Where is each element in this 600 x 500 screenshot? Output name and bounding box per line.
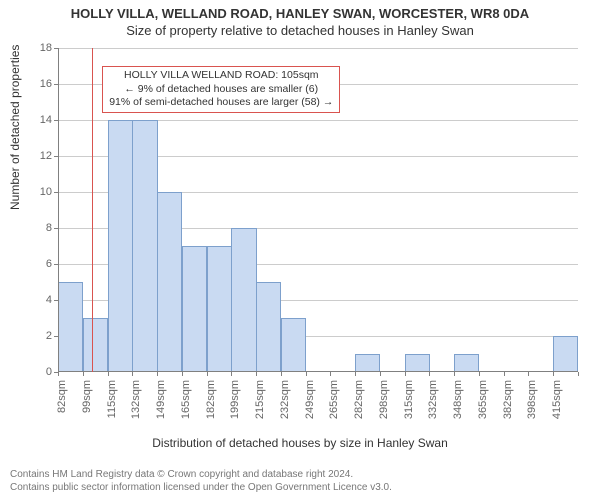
xtick-label: 415sqm [551, 380, 563, 419]
xtick-label: 282sqm [353, 380, 365, 419]
title-sub: Size of property relative to detached ho… [0, 23, 600, 38]
xtick-mark [479, 372, 480, 376]
histogram-bar [207, 246, 232, 372]
y-axis-label: Number of detached properties [8, 45, 22, 210]
xtick-mark [58, 372, 59, 376]
xtick-mark [306, 372, 307, 376]
xtick-mark [207, 372, 208, 376]
xtick-label: 398sqm [526, 380, 538, 419]
xtick-mark [182, 372, 183, 376]
xtick-mark [429, 372, 430, 376]
credits: Contains HM Land Registry data © Crown c… [10, 468, 392, 494]
xtick-mark [281, 372, 282, 376]
xtick-mark [108, 372, 109, 376]
xtick-label: 315sqm [403, 380, 415, 419]
histogram-bar [281, 318, 306, 372]
xtick-mark [132, 372, 133, 376]
xtick-mark [355, 372, 356, 376]
annotation-line3: 91% of semi-detached houses are larger (… [109, 96, 333, 110]
ytick-label: 16 [28, 78, 52, 90]
histogram-bar [58, 282, 83, 372]
xtick-label: 365sqm [477, 380, 489, 419]
title-main: HOLLY VILLA, WELLAND ROAD, HANLEY SWAN, … [0, 0, 600, 21]
histogram-bar [256, 282, 281, 372]
ytick-label: 8 [28, 222, 52, 234]
xtick-label: 99sqm [81, 380, 93, 413]
xtick-label: 265sqm [328, 380, 340, 419]
histogram-bar [405, 354, 430, 372]
xtick-label: 199sqm [229, 380, 241, 419]
histogram-bar [553, 336, 578, 372]
xtick-mark [157, 372, 158, 376]
y-axis-line [58, 48, 59, 372]
histogram-bar [83, 318, 108, 372]
xtick-mark [528, 372, 529, 376]
xtick-label: 215sqm [254, 380, 266, 419]
xtick-label: 149sqm [155, 380, 167, 419]
x-axis-line [58, 371, 578, 372]
xtick-label: 165sqm [180, 380, 192, 419]
grid-line [58, 48, 578, 49]
xtick-label: 249sqm [304, 380, 316, 419]
ytick-label: 14 [28, 114, 52, 126]
xtick-label: 182sqm [205, 380, 217, 419]
chart-container: HOLLY VILLA, WELLAND ROAD, HANLEY SWAN, … [0, 0, 600, 500]
histogram-bar [355, 354, 380, 372]
ytick-label: 2 [28, 330, 52, 342]
ytick-label: 18 [28, 42, 52, 54]
xtick-mark [454, 372, 455, 376]
credits-line2: Contains public sector information licen… [10, 481, 392, 494]
ytick-label: 12 [28, 150, 52, 162]
histogram-bar [108, 120, 133, 372]
xtick-label: 132sqm [130, 380, 142, 419]
credits-line1: Contains HM Land Registry data © Crown c… [10, 468, 392, 481]
ytick-label: 0 [28, 366, 52, 378]
histogram-bar [182, 246, 207, 372]
xtick-mark [380, 372, 381, 376]
x-axis-label: Distribution of detached houses by size … [0, 436, 600, 450]
histogram-bar [132, 120, 157, 372]
histogram-bar [231, 228, 256, 372]
plot-area: HOLLY VILLA WELLAND ROAD: 105sqm ← 9% of… [58, 48, 578, 372]
xtick-label: 82sqm [56, 380, 68, 413]
histogram-bar [454, 354, 479, 372]
xtick-label: 332sqm [427, 380, 439, 419]
xtick-label: 348sqm [452, 380, 464, 419]
xtick-mark [553, 372, 554, 376]
xtick-mark [504, 372, 505, 376]
histogram-bar [157, 192, 182, 372]
xtick-mark [256, 372, 257, 376]
ytick-label: 10 [28, 186, 52, 198]
ytick-label: 6 [28, 258, 52, 270]
xtick-label: 115sqm [106, 380, 118, 418]
annotation-line2: ← 9% of detached houses are smaller (6) [109, 83, 333, 97]
xtick-mark [83, 372, 84, 376]
annotation-box: HOLLY VILLA WELLAND ROAD: 105sqm ← 9% of… [102, 66, 340, 113]
xtick-label: 382sqm [502, 380, 514, 419]
xtick-label: 298sqm [378, 380, 390, 419]
xtick-mark [330, 372, 331, 376]
xtick-label: 232sqm [279, 380, 291, 419]
marker-line [92, 48, 93, 372]
xtick-mark [231, 372, 232, 376]
xtick-mark [405, 372, 406, 376]
annotation-line1: HOLLY VILLA WELLAND ROAD: 105sqm [109, 69, 333, 83]
ytick-label: 4 [28, 294, 52, 306]
xtick-mark [578, 372, 579, 376]
